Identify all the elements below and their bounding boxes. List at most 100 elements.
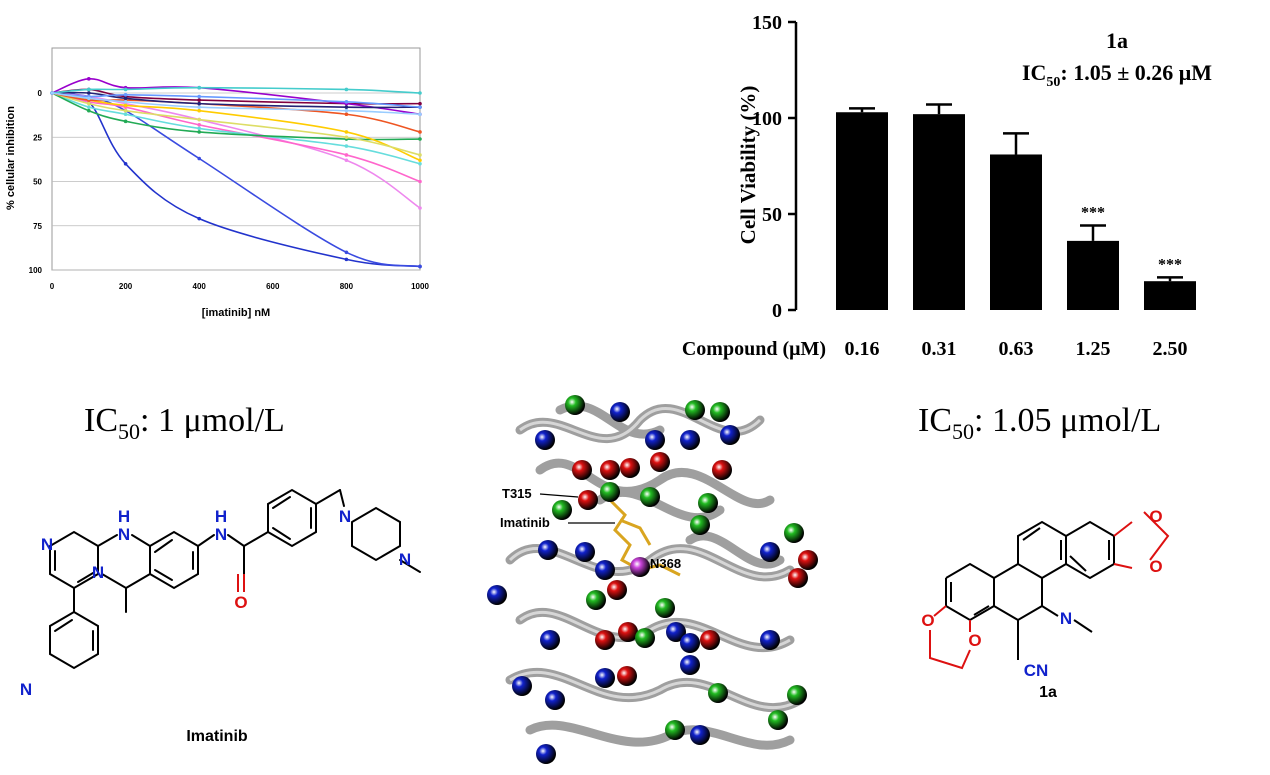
imatinib-atom-n-pip2: N [399,550,411,569]
protein-residue-sphere [768,710,788,730]
protein-residue-sphere [540,630,560,650]
line-chart-xtick-label: 800 [340,282,354,291]
line-chart-point [197,85,201,90]
protein-residue-sphere [712,460,732,480]
protein-label-t315: T315 [502,486,532,501]
bar-chart-bar [1144,281,1196,310]
line-chart-point [418,264,422,269]
protein-residue-sphere [535,430,555,450]
line-chart-xtick-label: 600 [266,282,280,291]
line-chart-point [418,91,422,95]
line-chart-ytick-label: 25 [33,133,42,142]
line-chart-point [197,98,201,102]
line-chart-point [418,105,422,109]
compound-1a-atom-n: N [1060,609,1072,628]
line-chart-point [123,100,128,104]
protein-label-imatinib: Imatinib [500,515,550,530]
line-chart-point [123,108,128,113]
bar-chart-subtitle: IC50: 1.05 ± 0.26 μM [1022,60,1212,90]
line-chart-xtick-label: 1000 [411,282,429,291]
line-chart-ytick-label: 50 [33,178,42,187]
line-chart-point [197,105,201,109]
protein-residue-sphere [680,655,700,675]
right-ic50-label: IC50: 1.05 μmol/L [918,402,1162,444]
line-chart-point [123,119,128,124]
line-chart-point [418,112,422,117]
compound-1a-atom-o2: O [968,631,981,650]
line-chart-point [87,91,91,95]
line-chart-point [197,156,201,161]
line-chart-point [418,101,422,106]
line-chart-point [197,123,201,127]
line-chart-point [418,158,422,163]
compound-1a-atom-o1: O [921,611,934,630]
protein-residue-sphere [610,402,630,422]
protein-residue-sphere [536,744,556,764]
bar-chart-bar [836,112,888,311]
bar-chart-xtick-label: 0.31 [922,338,957,360]
line-chart-point [418,162,422,166]
line-chart-point [87,108,91,113]
bar-chart-bar [990,154,1042,310]
bar-chart-significance: *** [1158,256,1182,273]
imatinib-atom-n-pip1: N [339,507,351,526]
protein-residue-sphere [710,402,730,422]
protein-residue-sphere [798,550,818,570]
protein-residue-sphere [787,685,807,705]
line-chart-point [344,108,349,113]
line-chart-point [197,130,201,134]
imatinib-atom-nh1-n: N [118,525,130,544]
protein-residue-sphere [578,490,598,510]
protein-residue-sphere [607,580,627,600]
compound-1a-atom-o4: O [1149,557,1162,576]
line-chart-point [123,112,128,117]
protein-residue-sphere [552,500,572,520]
line-chart-point [197,94,201,99]
protein-residue-sphere [700,630,720,650]
bar-chart-ylabel: Cell Viability (%) [736,86,760,245]
line-chart-point [123,96,128,101]
line-chart-point [197,216,201,221]
line-chart-ylabel: % cellular inhibition [5,106,17,210]
protein-residue-sphere [708,683,728,703]
bar-chart-bar [1067,240,1119,310]
line-chart-point [344,100,349,104]
protein-residue-sphere [586,590,606,610]
compound-1a-atom-cn: CN [1024,661,1049,680]
line-chart-point [123,103,128,108]
protein-residue-sphere [487,585,507,605]
line-chart-xlabel: [imatinib] nM [202,307,270,319]
protein-residue-sphere [595,630,615,650]
protein-residue-sphere [595,560,615,580]
line-chart-ytick-label: 75 [33,222,42,231]
imatinib-atom-nh2-h: H [215,507,227,526]
line-chart-point [418,206,422,210]
line-chart-ytick-label: 0 [38,89,43,98]
line-chart-xtick-label: 400 [193,282,207,291]
protein-residue-sphere [650,452,670,472]
protein-residue-sphere [565,395,585,415]
line-chart-point [344,158,349,163]
imatinib-atom-n-pyr: N [20,680,32,699]
bar-chart-xtick-label: 0.16 [845,338,880,360]
protein-residue-sphere [698,493,718,513]
bar-chart-ytick-label: 0 [772,300,782,322]
protein-residue-sphere [600,482,620,502]
line-chart-point [418,153,422,157]
line-chart-point [50,91,54,95]
protein-residue-sphere [545,690,565,710]
line-chart-point [87,87,91,92]
bar-chart-ytick-label: 100 [752,108,782,130]
protein-residue-sphere [618,622,638,642]
protein-residue-sphere [512,676,532,696]
line-chart-point [123,87,128,92]
protein-residue-sphere [690,725,710,745]
line-chart-point [197,117,201,122]
line-chart-point [87,77,91,81]
protein-residue-sphere [635,628,655,648]
line-chart-point [344,105,349,109]
